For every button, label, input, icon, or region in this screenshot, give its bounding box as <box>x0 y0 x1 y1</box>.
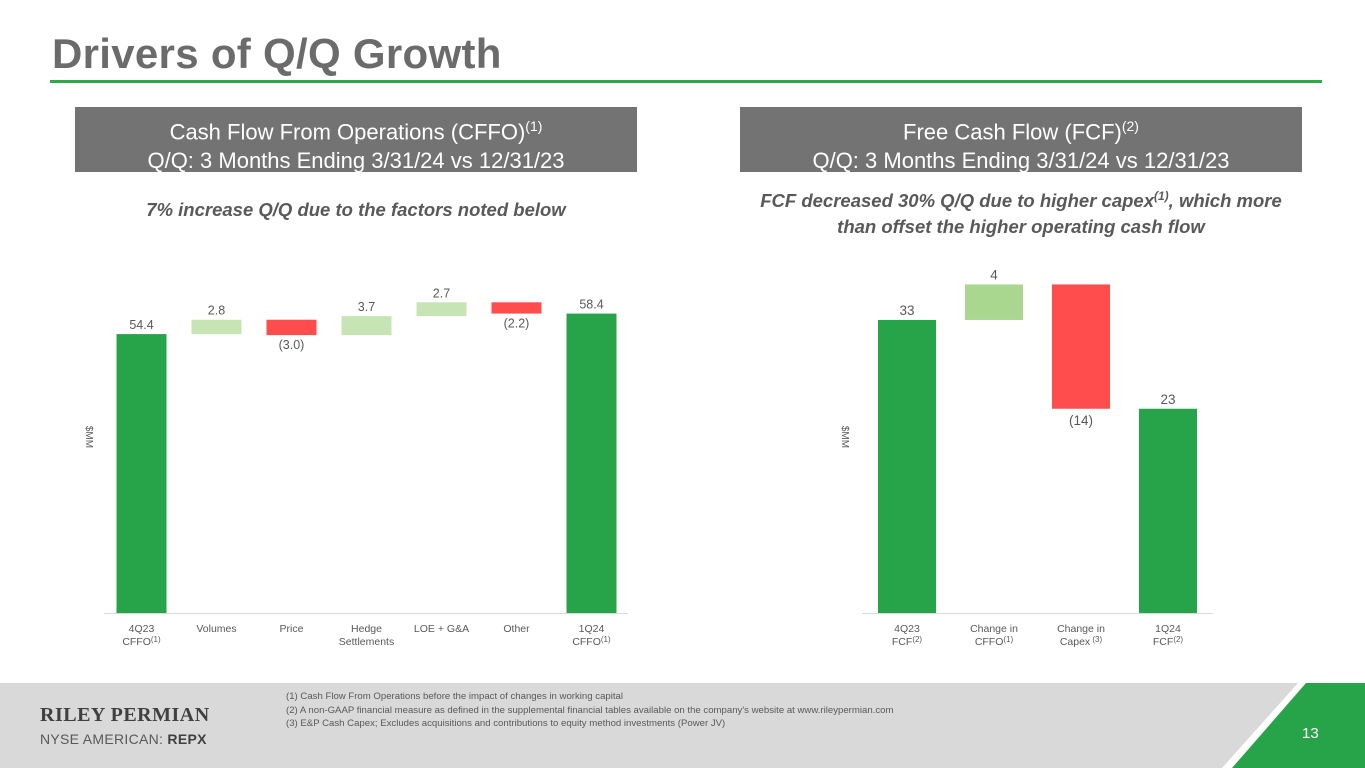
fcf-data-label-0: 33 <box>899 303 914 318</box>
fcf-bar-0 <box>878 319 936 613</box>
cffo-header-period: Q/Q: 3 Months Ending 3/31/24 vs 12/31/23 <box>147 148 565 174</box>
cffo-data-label-3: 3.7 <box>358 300 375 314</box>
ticker-prefix: NYSE AMERICAN: <box>40 731 168 747</box>
ticker-symbol: REPX <box>167 731 207 747</box>
cffo-header-title: Cash Flow From Operations (CFFO) <box>169 119 526 145</box>
cffo-data-label-1: 2.8 <box>208 304 225 318</box>
cffo-category-label2-3: Settlements <box>339 636 394 648</box>
fcf-data-label-2: (14) <box>1069 413 1093 428</box>
title-divider <box>50 80 1322 83</box>
cffo-bar-4 <box>416 302 467 317</box>
fcf-subtitle: FCF decreased 30% Q/Q due to higher cape… <box>740 183 1302 240</box>
cffo-bar-6 <box>566 313 617 613</box>
ticker-line: NYSE AMERICAN: REPX <box>40 731 207 747</box>
fcf-header-period: Q/Q: 3 Months Ending 3/31/24 vs 12/31/23 <box>812 148 1230 174</box>
footnote-1: (1) Cash Flow From Operations before the… <box>286 691 623 702</box>
fcf-y-axis-label: $MM <box>839 426 850 448</box>
fcf-bar-1 <box>965 284 1023 320</box>
cffo-category-label2-6: CFFO(1) <box>572 635 611 648</box>
fcf-category-label-1: Change in <box>970 623 1018 635</box>
page-number: 13 <box>1302 725 1319 742</box>
cffo-bar-2 <box>266 319 317 336</box>
footnotes: (1) Cash Flow From Operations before the… <box>286 690 893 731</box>
cffo-data-label-5: (2.2) <box>504 317 530 331</box>
cffo-header-box: Cash Flow From Operations (CFFO)(1) Q/Q:… <box>75 107 637 174</box>
fcf-data-label-3: 23 <box>1160 392 1175 407</box>
fcf-category-label-0: 4Q23 <box>894 623 920 635</box>
fcf-category-label2-3: FCF(2) <box>1153 635 1184 648</box>
fcf-subtitle-part1: FCF decreased 30% Q/Q due to higher cape… <box>760 190 1154 212</box>
fcf-category-label2-0: FCF(2) <box>892 635 923 648</box>
footnote-2: (2) A non-GAAP financial measure as defi… <box>286 704 894 716</box>
cffo-category-label-2: Price <box>280 623 304 635</box>
cffo-data-label-0: 54.4 <box>129 318 153 332</box>
cffo-bar-0 <box>116 334 167 613</box>
cffo-data-label-6: 58.4 <box>579 298 603 312</box>
fcf-bar-3 <box>1139 408 1197 613</box>
cffo-bar-5 <box>491 302 542 314</box>
cffo-category-label-4: LOE + G&A <box>414 623 469 635</box>
cffo-category-label2-0: CFFO(1) <box>122 635 161 648</box>
fcf-bar-2 <box>1052 284 1110 409</box>
cffo-category-label-0: 4Q23 <box>129 623 155 635</box>
cffo-bar-1 <box>191 319 242 335</box>
fcf-category-label2-1: CFFO(1) <box>975 635 1014 648</box>
cffo-data-label-2: (3.0) <box>279 338 305 352</box>
cffo-category-label-5: Other <box>503 623 530 635</box>
cffo-category-label-3: Hedge <box>351 623 382 635</box>
cffo-header-footnote: (1) <box>525 118 543 134</box>
cffo-data-label-4: 2.7 <box>433 286 450 300</box>
fcf-data-label-1: 4 <box>990 267 998 282</box>
cffo-y-axis-label: $MM <box>83 426 94 448</box>
footer-accent-fill <box>1232 683 1365 768</box>
cffo-bar-3 <box>341 316 392 336</box>
footnote-3: (3) E&P Cash Capex; Excludes acquisition… <box>286 718 726 729</box>
fcf-category-label-2: Change in <box>1057 623 1105 635</box>
company-logo-text: RILEY PERMIAN <box>40 704 210 726</box>
cffo-category-label-1: Volumes <box>196 623 236 635</box>
fcf-header-title: Free Cash Flow (FCF) <box>903 119 1122 145</box>
cffo-category-label-6: 1Q24 <box>579 623 605 635</box>
fcf-subtitle-footnote: (1) <box>1154 189 1169 203</box>
fcf-category-label2-2: Capex (3) <box>1060 635 1103 648</box>
cffo-subtitle: 7% increase Q/Q due to the factors noted… <box>146 199 566 220</box>
fcf-subtitle-part2: , which more <box>1168 190 1282 212</box>
fcf-header-footnote: (2) <box>1121 118 1139 134</box>
fcf-header-box: Free Cash Flow (FCF)(2) Q/Q: 3 Months En… <box>740 107 1302 174</box>
page-title: Drivers of Q/Q Growth <box>52 30 502 77</box>
footer-bar <box>0 683 1365 768</box>
fcf-category-label-3: 1Q24 <box>1155 623 1181 635</box>
fcf-subtitle-line2: than offset the higher operating cash fl… <box>837 216 1205 238</box>
